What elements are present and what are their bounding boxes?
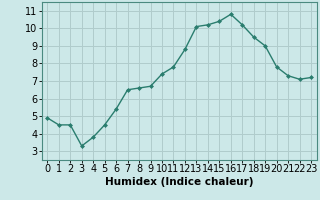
- X-axis label: Humidex (Indice chaleur): Humidex (Indice chaleur): [105, 177, 253, 187]
